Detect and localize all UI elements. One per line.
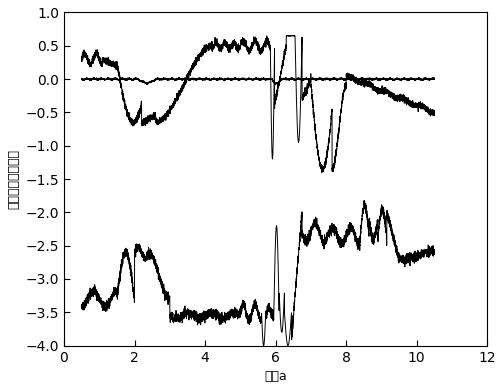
- Y-axis label: 抵抗局部入口效能: 抵抗局部入口效能: [7, 149, 20, 209]
- X-axis label: 参数a: 参数a: [264, 370, 287, 383]
